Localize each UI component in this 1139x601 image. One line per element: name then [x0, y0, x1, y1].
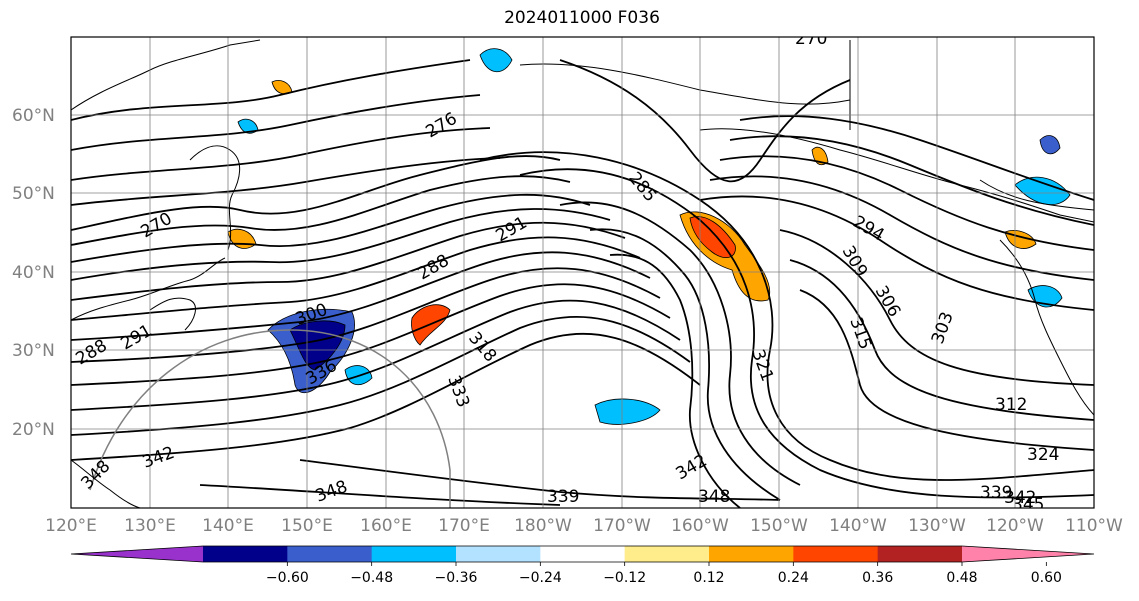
lon-label: 110°W	[1065, 516, 1123, 536]
negative-anomaly-125w	[1014, 176, 1071, 205]
lon-label: 120°E	[45, 516, 97, 536]
colorbar-tick-label: 0.48	[946, 570, 977, 586]
colorbar-segment	[203, 546, 288, 562]
contour-label: 342	[1004, 488, 1036, 508]
lon-label: 160°W	[671, 516, 729, 536]
contour-label: 348	[698, 487, 730, 507]
negative-anomaly-north	[479, 48, 513, 73]
lon-label: 120°W	[986, 516, 1044, 536]
contour-label: 339	[980, 483, 1012, 503]
contour-label: 345	[1012, 495, 1044, 515]
contour-label: 312	[995, 395, 1027, 415]
lon-label: 170°E	[438, 516, 490, 536]
map-panel: 270 270 276 285 291 294 309 306 303 315 …	[71, 29, 1094, 515]
map-title: 2024011000 F036	[504, 8, 660, 28]
colorbar-segment	[624, 546, 710, 562]
colorbar-segment	[709, 546, 794, 562]
lon-label: 160°E	[360, 516, 412, 536]
colorbar-tick-label: 0.24	[778, 570, 809, 586]
colorbar-segment	[540, 546, 626, 562]
lon-label: 130°E	[124, 516, 176, 536]
coastlines	[71, 39, 1094, 508]
map-frame	[70, 36, 1095, 509]
colorbar-outline	[70, 545, 1095, 563]
colorbar-tick-label: 0.12	[693, 570, 724, 586]
lon-label: 150°W	[750, 516, 808, 536]
lon-label: 180°W	[514, 516, 572, 536]
lat-label: 30°N	[12, 341, 55, 361]
colorbar-tick-label: −0.12	[603, 570, 646, 586]
colorbar-segment	[456, 546, 541, 562]
lon-label: 150°E	[281, 516, 333, 536]
lon-label: 140°W	[829, 516, 887, 536]
colorbar-segment	[877, 546, 963, 562]
colorbar-tick-label: −0.48	[350, 570, 393, 586]
negative-anomaly-160w	[594, 398, 661, 425]
lon-label: 140°E	[202, 516, 254, 536]
lat-axis: 20°N 30°N 40°N 50°N 60°N	[12, 106, 55, 440]
colorbar-tick-label: 0.60	[1031, 570, 1062, 586]
colorbar-segment	[793, 546, 879, 562]
colorbar-segment	[287, 546, 373, 562]
range-ring	[89, 329, 451, 508]
graticule	[71, 37, 1094, 508]
lat-label: 40°N	[12, 263, 55, 283]
contour-label: 339	[547, 487, 579, 507]
contour-label: 324	[1027, 445, 1059, 465]
lon-label: 130°W	[908, 516, 966, 536]
colorbar-tick-label: −0.60	[266, 570, 309, 586]
lat-label: 20°N	[12, 420, 55, 440]
colorbar: −0.60 −0.48 −0.36 −0.24 −0.12 0.12 0.24 0.36 0.4…	[70, 545, 1095, 586]
colorbar-extend-min	[71, 546, 203, 562]
lon-label: 170°W	[593, 516, 651, 536]
lat-label: 60°N	[12, 106, 55, 126]
colorbar-tick-label: −0.36	[435, 570, 478, 586]
contours	[71, 59, 1094, 508]
lon-axis: 120°E 130°E 140°E 150°E 160°E 170°E 180°…	[45, 516, 1123, 536]
colorbar-segment	[371, 546, 457, 562]
colorbar-tick-label: −0.24	[519, 570, 562, 586]
lat-label: 50°N	[12, 184, 55, 204]
colorbar-extend-max	[962, 546, 1094, 562]
contour-label: 270	[795, 29, 827, 49]
colorbar-tick-label: 0.36	[862, 570, 893, 586]
negative-anomaly-alaska	[1039, 135, 1061, 155]
